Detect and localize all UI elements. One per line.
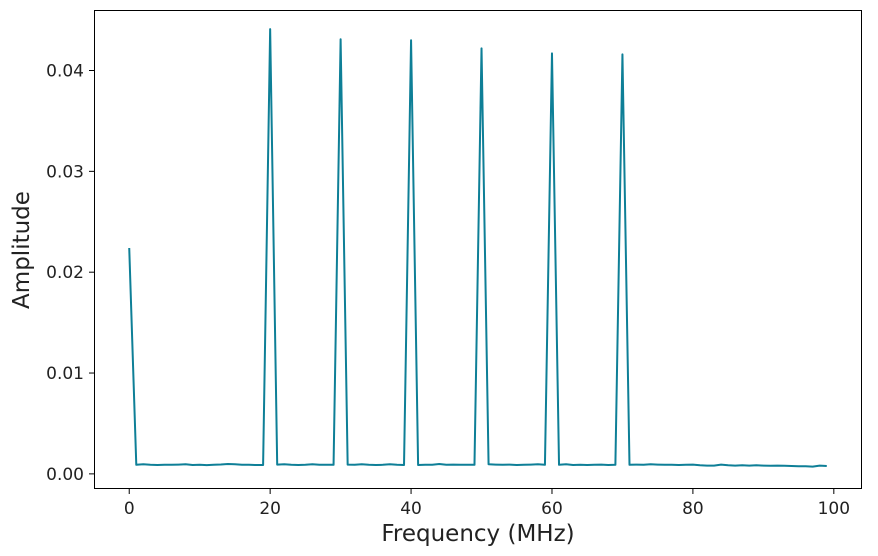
x-tick-label: 40: [400, 499, 422, 519]
x-tick-label: 80: [682, 499, 704, 519]
y-tick-label: 0.01: [46, 364, 84, 384]
y-tick-label: 0.02: [46, 263, 84, 283]
x-axis: 0 20 40 60 80 100: [124, 489, 850, 519]
y-axis: 0.00 0.01 0.02 0.03 0.04: [46, 62, 94, 485]
x-tick-label: 60: [541, 499, 563, 519]
x-axis-label: Frequency (MHz): [381, 521, 574, 547]
plot-frame: [94, 10, 862, 489]
x-tick-label: 20: [259, 499, 281, 519]
y-tick-label: 0.03: [46, 162, 84, 182]
y-axis-label: Amplitude: [9, 191, 35, 309]
y-tick-label: 0.00: [46, 465, 84, 485]
series-line: [128, 28, 827, 468]
y-tick-label: 0.04: [46, 62, 84, 82]
x-tick-label: 100: [818, 499, 850, 519]
x-tick-label: 0: [124, 499, 135, 519]
